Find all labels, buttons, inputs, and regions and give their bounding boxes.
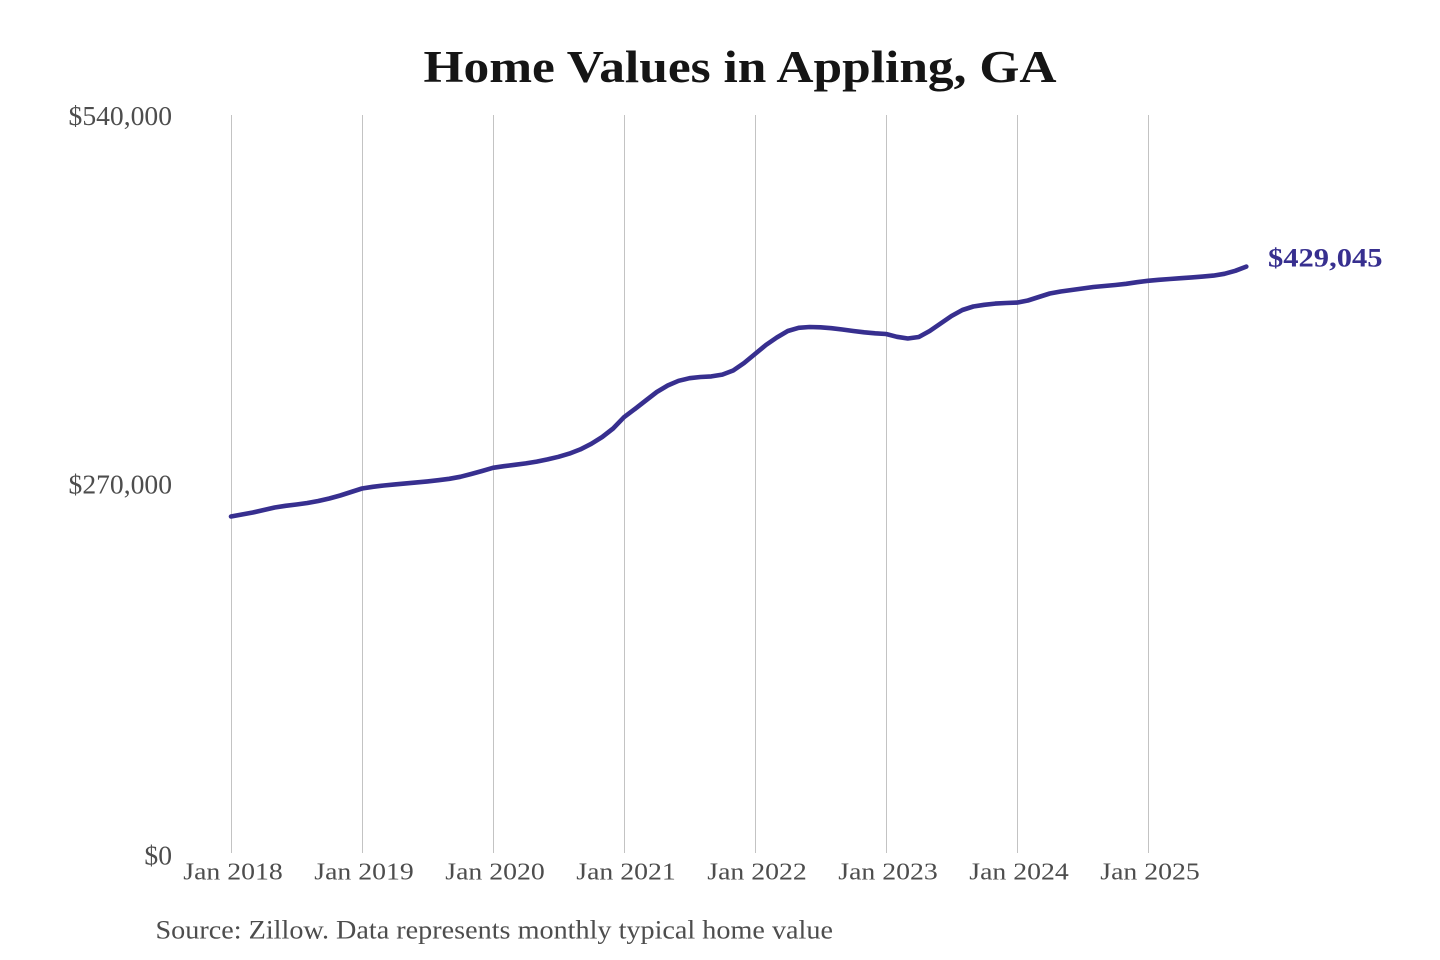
svg-text:Jan 2021: Jan 2021 — [576, 858, 676, 885]
svg-text:$270,000: $270,000 — [69, 469, 172, 500]
svg-text:$429,045: $429,045 — [1268, 243, 1383, 273]
svg-text:Jan 2023: Jan 2023 — [838, 858, 938, 885]
svg-text:Jan 2019: Jan 2019 — [314, 858, 414, 885]
svg-text:Jan 2022: Jan 2022 — [707, 858, 807, 885]
svg-text:Jan 2020: Jan 2020 — [445, 858, 545, 885]
svg-text:Source: Zillow. Data represent: Source: Zillow. Data represents monthly … — [156, 914, 833, 944]
svg-text:Home Values in Appling, GA: Home Values in Appling, GA — [424, 42, 1057, 92]
svg-text:$540,000: $540,000 — [69, 100, 172, 131]
svg-text:Jan 2024: Jan 2024 — [969, 858, 1068, 885]
svg-text:Jan 2025: Jan 2025 — [1100, 858, 1200, 885]
svg-text:Jan 2018: Jan 2018 — [183, 858, 282, 885]
svg-text:$0: $0 — [144, 840, 172, 871]
